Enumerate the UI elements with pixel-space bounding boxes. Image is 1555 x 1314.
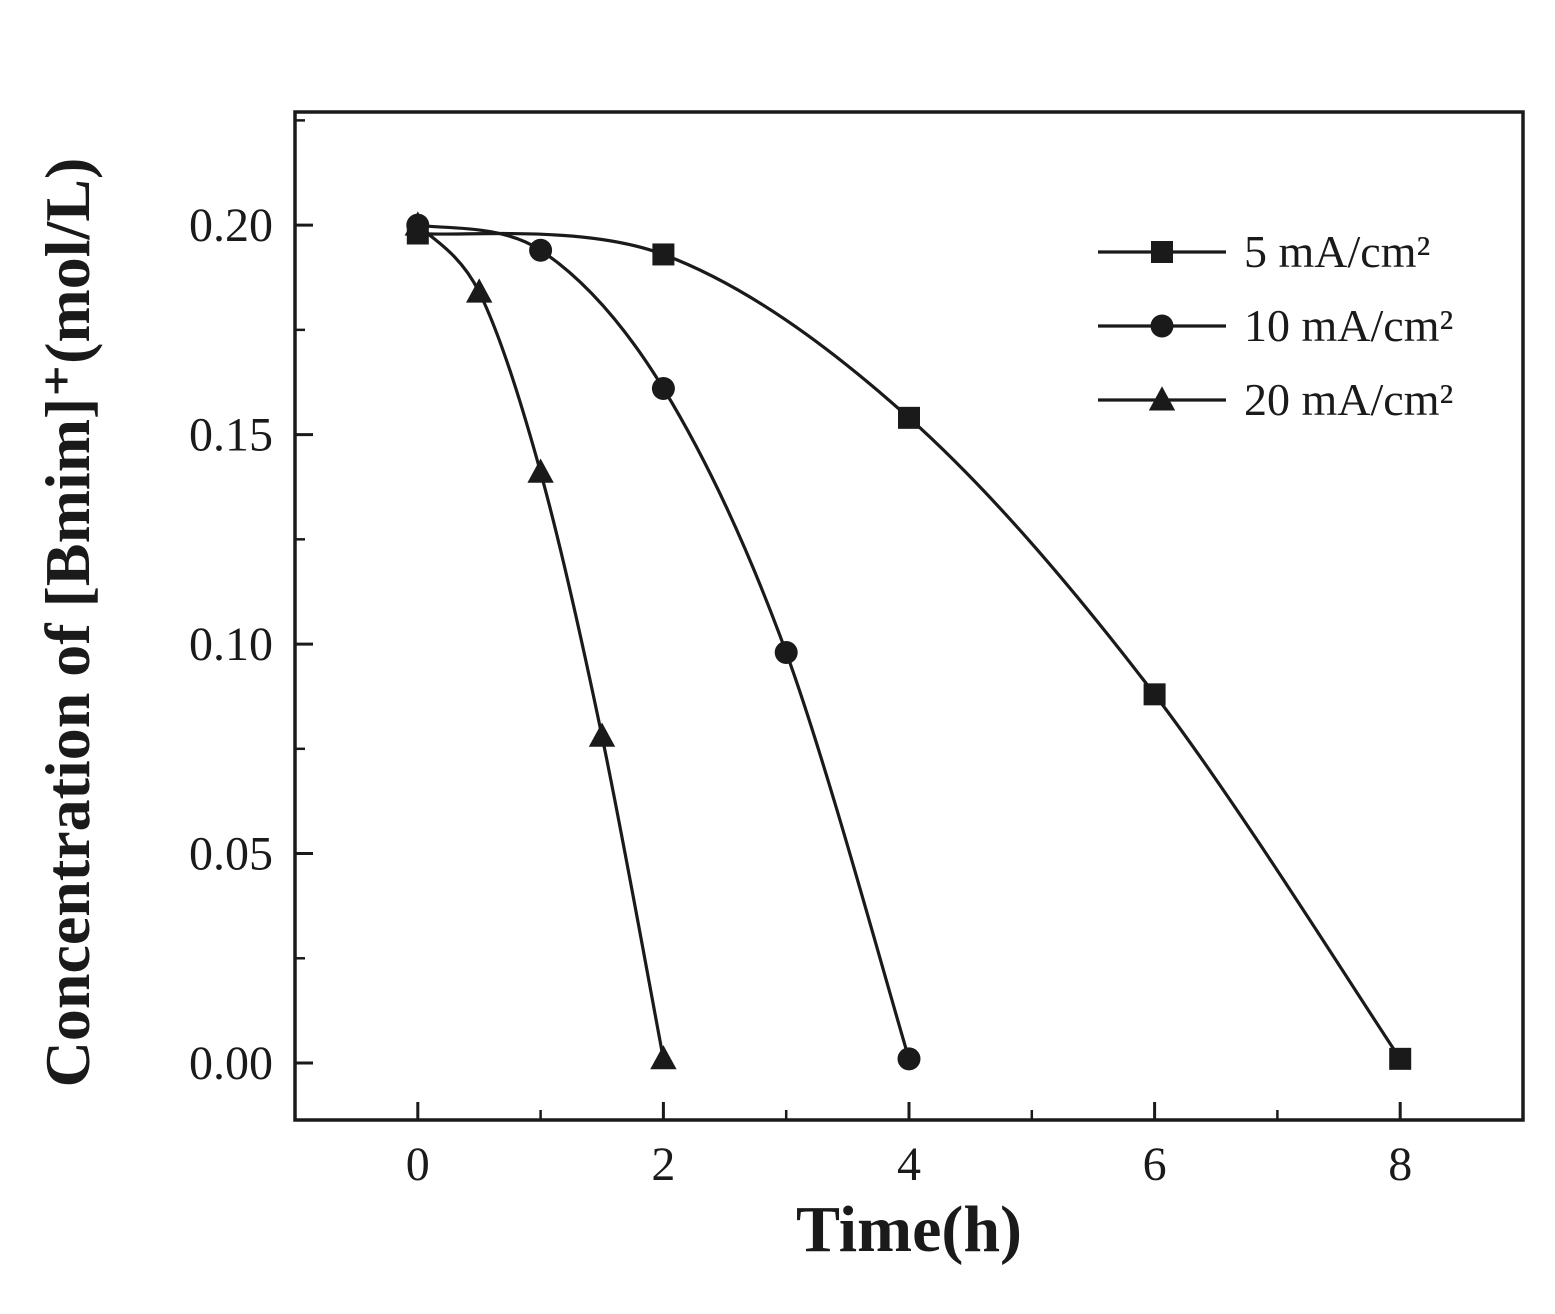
circle-marker-icon bbox=[897, 1047, 921, 1071]
legend-label: 5 mA/cm² bbox=[1244, 226, 1430, 277]
circle-marker-icon bbox=[1150, 314, 1174, 338]
x-axis-label: Time(h) bbox=[795, 1193, 1023, 1266]
y-tick-label: 0.15 bbox=[189, 409, 273, 462]
triangle-marker-icon bbox=[527, 458, 554, 483]
square-marker-icon bbox=[898, 406, 920, 429]
legend-entry: 10 mA/cm² bbox=[1098, 300, 1453, 351]
circle-marker-icon bbox=[529, 238, 553, 262]
y-tick-label: 0.00 bbox=[189, 1037, 273, 1090]
triangle-marker-icon bbox=[404, 211, 431, 236]
x-tick-label: 0 bbox=[406, 1138, 430, 1191]
legend-label: 20 mA/cm² bbox=[1244, 374, 1453, 425]
y-axis-label: Concentration of [Bmim]⁺(mol/L) bbox=[32, 157, 103, 1088]
x-tick-label: 8 bbox=[1388, 1138, 1412, 1191]
x-tick-label: 6 bbox=[1143, 1138, 1167, 1191]
square-marker-icon bbox=[1143, 683, 1166, 706]
square-marker-icon bbox=[1151, 241, 1173, 263]
triangle-marker-icon bbox=[466, 278, 493, 303]
series-line bbox=[416, 223, 665, 1060]
y-tick-label: 0.05 bbox=[189, 828, 273, 881]
triangle-marker-icon bbox=[588, 722, 616, 747]
series-line bbox=[417, 223, 911, 1060]
legend-label: 10 mA/cm² bbox=[1244, 300, 1453, 351]
y-tick-label: 0.10 bbox=[189, 618, 273, 671]
x-tick-label: 2 bbox=[651, 1138, 675, 1191]
square-marker-icon bbox=[652, 243, 675, 266]
y-tick-label: 0.20 bbox=[189, 199, 273, 252]
series-circle bbox=[406, 213, 921, 1071]
legend-entry: 20 mA/cm² bbox=[1098, 374, 1453, 425]
series-line bbox=[417, 231, 1402, 1060]
circle-marker-icon bbox=[774, 640, 798, 664]
triangle-marker-icon bbox=[1148, 386, 1176, 411]
circle-marker-icon bbox=[651, 377, 675, 401]
legend-entry: 5 mA/cm² bbox=[1098, 226, 1430, 277]
triangle-marker-icon bbox=[650, 1045, 677, 1070]
series-triangle bbox=[404, 211, 677, 1070]
square-marker-icon bbox=[1389, 1047, 1412, 1070]
x-axis: 0 2 4 6 8 bbox=[406, 1102, 1412, 1191]
legend: 5 mA/cm² 10 mA/cm² 20 mA/cm² bbox=[1098, 226, 1453, 425]
y-axis: 0.00 0.05 0.10 0.15 0.20 bbox=[189, 119, 313, 1090]
x-tick-label: 4 bbox=[897, 1138, 921, 1191]
